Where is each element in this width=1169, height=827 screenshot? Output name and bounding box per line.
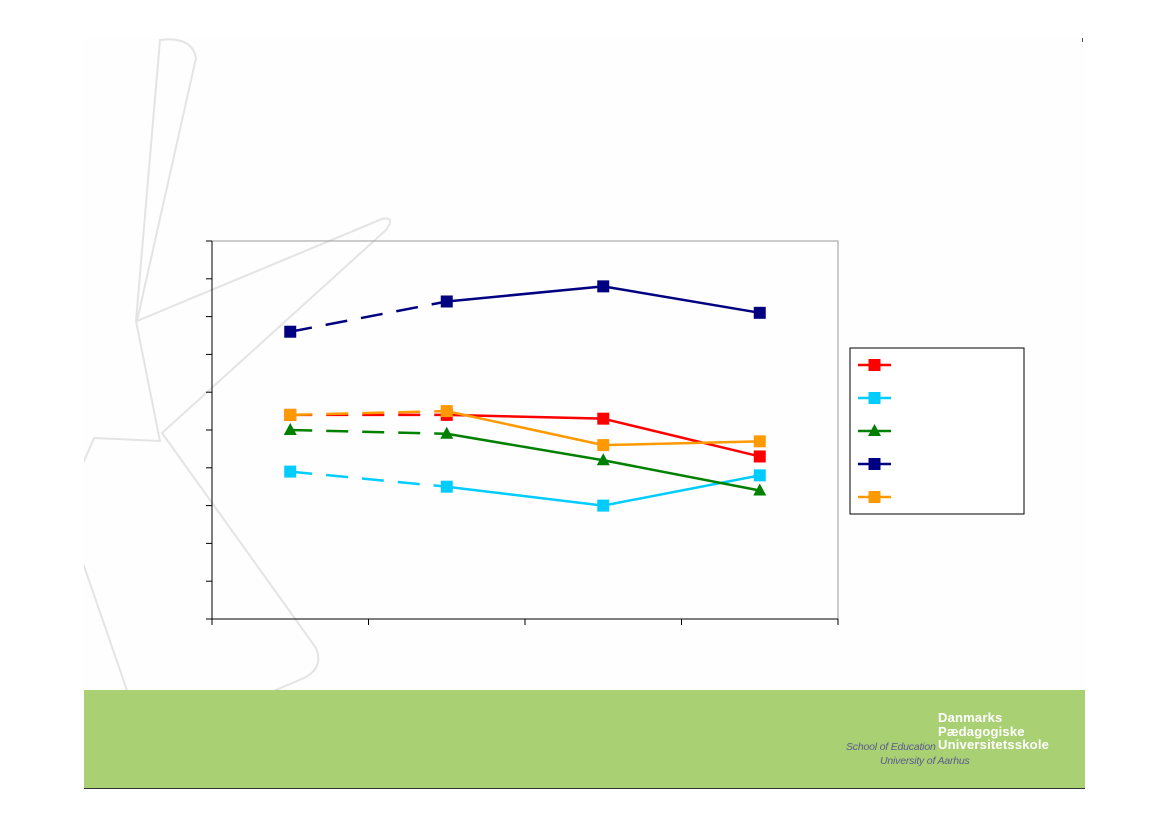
- legend-marker-3: [868, 458, 881, 470]
- series-2-segment: [446, 432, 604, 462]
- series-3-point: [284, 325, 297, 338]
- series-4-point: [284, 408, 297, 421]
- footer-rule: [84, 788, 1085, 789]
- series-1-point: [440, 480, 453, 493]
- series-2-point: [596, 453, 610, 466]
- brand-line-3: Universitetsskole: [938, 737, 1050, 752]
- series-4-segment: [446, 409, 604, 447]
- series-3-segment: [290, 300, 447, 333]
- legend-marker-2: [868, 424, 881, 436]
- series-1-segment: [446, 485, 604, 507]
- series-2-point: [440, 426, 454, 439]
- brand-line-1: Danmarks: [938, 710, 1003, 725]
- brand-logo-text: Danmarks Pædagogiske Universitetsskole: [938, 711, 1049, 752]
- series-3-segment: [603, 285, 760, 315]
- series-3-point: [440, 295, 453, 308]
- series-0-point: [753, 450, 766, 463]
- legend-marker-1: [868, 392, 881, 404]
- line-chart: [206, 240, 1025, 625]
- slide: [84, 38, 1085, 790]
- series-1-point: [753, 469, 766, 482]
- series-1-segment: [603, 474, 760, 507]
- series-4-segment: [603, 440, 760, 447]
- series-2-point: [283, 423, 297, 435]
- series-1-point: [597, 499, 610, 512]
- brand-line-2: Pædagogiske: [938, 723, 1025, 739]
- series-3-segment: [446, 285, 604, 303]
- series-0-point: [597, 412, 610, 425]
- brand-university-text: University of Aarhus: [880, 755, 970, 767]
- series-4-point: [597, 439, 610, 452]
- corner-mark: [1082, 38, 1083, 42]
- legend-marker-0: [868, 359, 881, 371]
- series-4-point: [440, 405, 453, 418]
- series-3-point: [753, 306, 766, 319]
- legend-marker-4: [868, 491, 881, 503]
- series-0-segment: [602, 417, 761, 458]
- series-2-segment: [290, 428, 447, 436]
- series-4-segment: [290, 409, 447, 417]
- brand-school-text: School of Education: [846, 741, 936, 753]
- series-2-point: [753, 483, 767, 496]
- series-1-segment: [290, 470, 447, 488]
- footer-band: [84, 690, 1085, 788]
- series-3-point: [597, 280, 610, 293]
- series-2-segment: [603, 459, 760, 492]
- series-4-point: [753, 435, 766, 448]
- series-1-point: [284, 465, 297, 478]
